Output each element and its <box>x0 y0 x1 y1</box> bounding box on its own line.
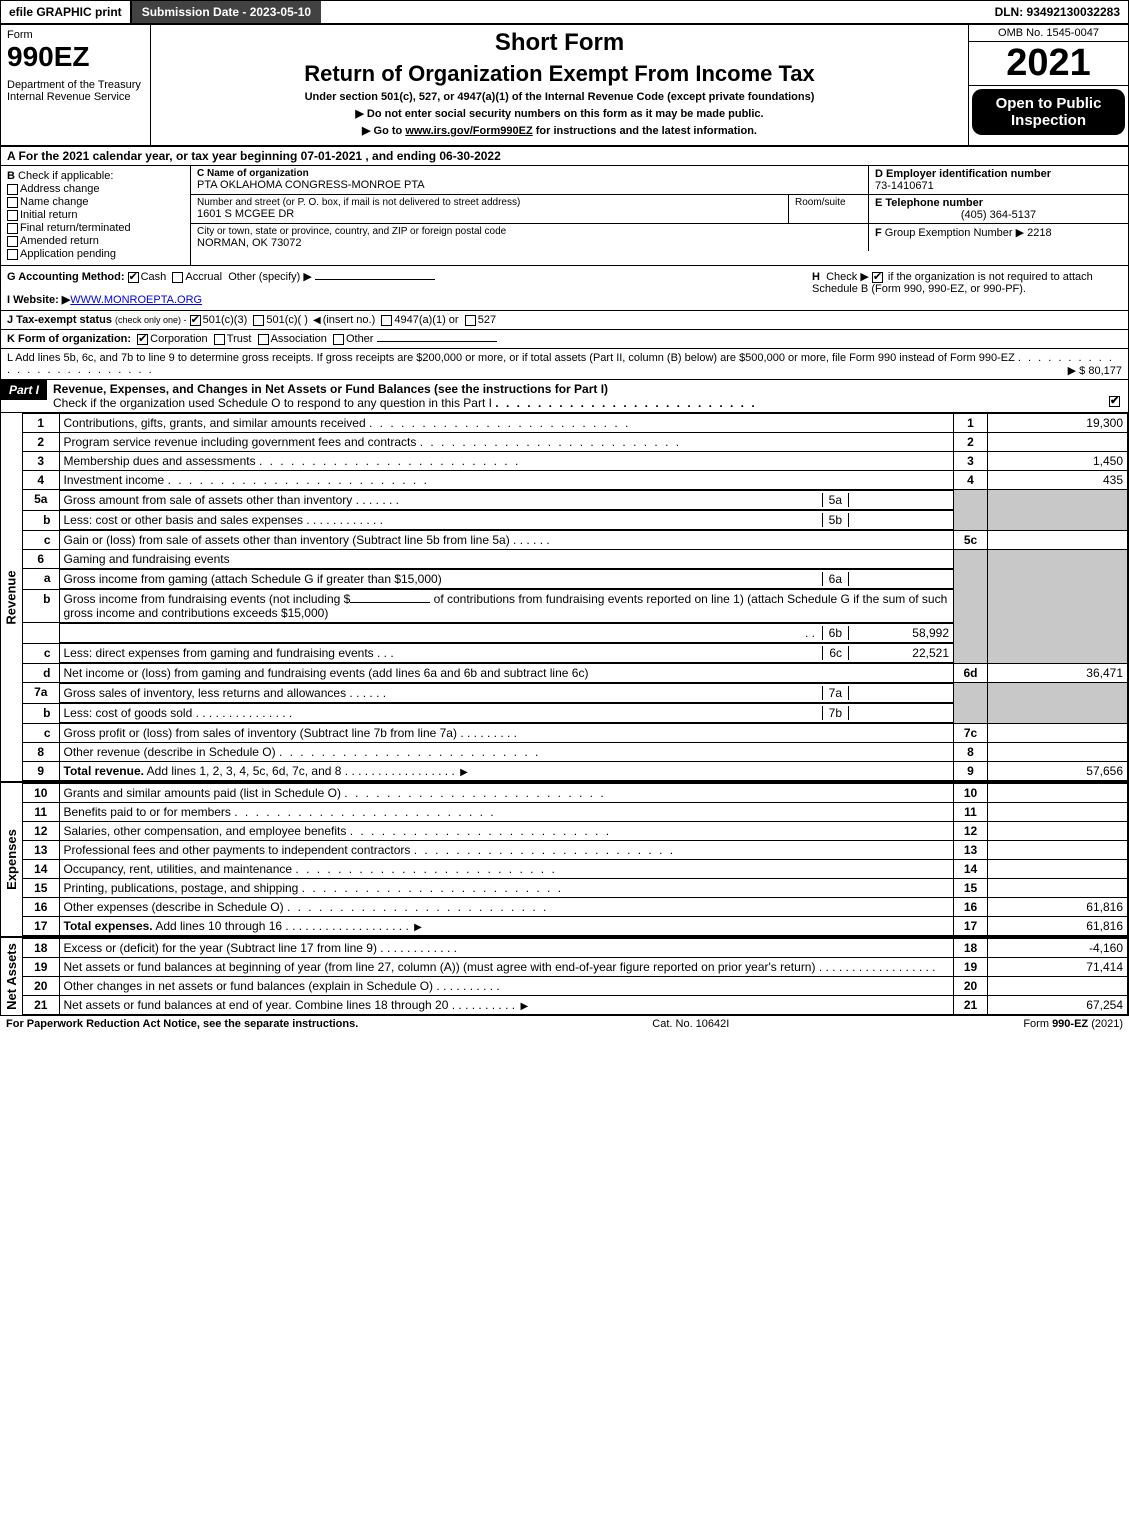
short-form-title: Short Form <box>155 29 964 57</box>
revenue-table: 1Contributions, gifts, grants, and simil… <box>23 413 1128 781</box>
instr-1: ▶ Do not enter social security numbers o… <box>155 107 964 120</box>
subtitle: Under section 501(c), 527, or 4947(a)(1)… <box>155 91 964 103</box>
form-label: Form <box>7 29 144 41</box>
form-number: 990EZ <box>7 41 144 73</box>
form-header: Form 990EZ Department of the Treasury In… <box>1 25 1128 147</box>
c-label: C Name of organization <box>197 168 862 179</box>
footer-mid: Cat. No. 10642I <box>652 1018 729 1030</box>
open-public-badge: Open to Public Inspection <box>972 89 1125 135</box>
street-label: Number and street (or P. O. box, if mail… <box>197 197 782 208</box>
row-h: H Check ▶ if the organization is not req… <box>812 270 1122 306</box>
expenses-side-label: Expenses <box>1 783 23 936</box>
irs-link[interactable]: www.irs.gov/Form990EZ <box>405 125 532 137</box>
f-label: F Group Exemption Number <box>875 227 1013 239</box>
street: 1601 S MCGEE DR <box>197 208 782 220</box>
dln-label: DLN: 93492130032283 <box>987 1 1128 23</box>
city: NORMAN, OK 73072 <box>197 237 862 249</box>
room-label: Room/suite <box>795 197 862 208</box>
return-title: Return of Organization Exempt From Incom… <box>155 61 964 87</box>
initial-return-checkbox[interactable] <box>7 210 18 221</box>
4947-checkbox[interactable] <box>381 315 392 326</box>
footer: For Paperwork Reduction Act Notice, see … <box>0 1016 1129 1032</box>
section-b: B Check if applicable: Address change Na… <box>1 166 191 265</box>
efile-print-button[interactable]: efile GRAPHIC print <box>1 1 132 23</box>
application-pending-checkbox[interactable] <box>7 249 18 260</box>
row-j: J Tax-exempt status (check only one) - 5… <box>1 311 1128 330</box>
website-link[interactable]: WWW.MONROEPTA.ORG <box>70 294 202 306</box>
row-i: I Website: ▶WWW.MONROEPTA.ORG <box>7 293 812 306</box>
name-change-checkbox[interactable] <box>7 197 18 208</box>
e-label: E Telephone number <box>875 197 983 209</box>
omb-label: OMB No. 1545-0047 <box>969 25 1128 42</box>
org-name: PTA OKLAHOMA CONGRESS-MONROE PTA <box>197 179 862 191</box>
row-l: L Add lines 5b, 6c, and 7b to line 9 to … <box>1 349 1128 380</box>
corporation-checkbox[interactable] <box>137 334 148 345</box>
amended-return-checkbox[interactable] <box>7 236 18 247</box>
row-g: G Accounting Method: Cash Accrual Other … <box>7 270 812 283</box>
instr2-post: for instructions and the latest informat… <box>533 125 757 137</box>
row-a: A For the 2021 calendar year, or tax yea… <box>1 147 1128 166</box>
top-bar: efile GRAPHIC print Submission Date - 20… <box>1 1 1128 25</box>
accrual-checkbox[interactable] <box>172 272 183 283</box>
schedule-o-checkbox[interactable] <box>1109 396 1120 407</box>
b-check-if: Check if applicable: <box>18 170 113 182</box>
501c-checkbox[interactable] <box>253 315 264 326</box>
footer-right: Form 990-EZ (2021) <box>1023 1018 1123 1030</box>
527-checkbox[interactable] <box>465 315 476 326</box>
instr2-pre: ▶ Go to <box>362 125 405 137</box>
b-label: B <box>7 170 15 182</box>
footer-left: For Paperwork Reduction Act Notice, see … <box>6 1018 358 1030</box>
address-change-checkbox[interactable] <box>7 184 18 195</box>
instr-2: ▶ Go to www.irs.gov/Form990EZ for instru… <box>155 124 964 137</box>
city-label: City or town, state or province, country… <box>197 226 862 237</box>
trust-checkbox[interactable] <box>214 334 225 345</box>
netassets-table: 18Excess or (deficit) for the year (Subt… <box>23 938 1128 1015</box>
501c3-checkbox[interactable] <box>190 315 201 326</box>
submission-date-button[interactable]: Submission Date - 2023-05-10 <box>132 1 321 23</box>
part1-header: Part I <box>1 380 47 400</box>
expenses-table: 10Grants and similar amounts paid (list … <box>23 783 1128 936</box>
netassets-side-label: Net Assets <box>1 938 23 1015</box>
d-label: D Employer identification number <box>875 168 1051 180</box>
f-val: ▶ 2218 <box>1016 227 1052 239</box>
ein: 73-1410671 <box>875 180 1122 192</box>
association-checkbox[interactable] <box>258 334 269 345</box>
part1-title: Revenue, Expenses, and Changes in Net As… <box>47 380 1128 412</box>
revenue-side-label: Revenue <box>1 413 23 781</box>
schedule-b-checkbox[interactable] <box>872 272 883 283</box>
tax-year: 2021 <box>969 42 1128 86</box>
other-org-checkbox[interactable] <box>333 334 344 345</box>
row-k: K Form of organization: Corporation Trus… <box>1 330 1128 349</box>
dept-label: Department of the Treasury Internal Reve… <box>7 79 144 103</box>
cash-checkbox[interactable] <box>128 272 139 283</box>
phone: (405) 364-5137 <box>875 209 1122 221</box>
final-return-checkbox[interactable] <box>7 223 18 234</box>
